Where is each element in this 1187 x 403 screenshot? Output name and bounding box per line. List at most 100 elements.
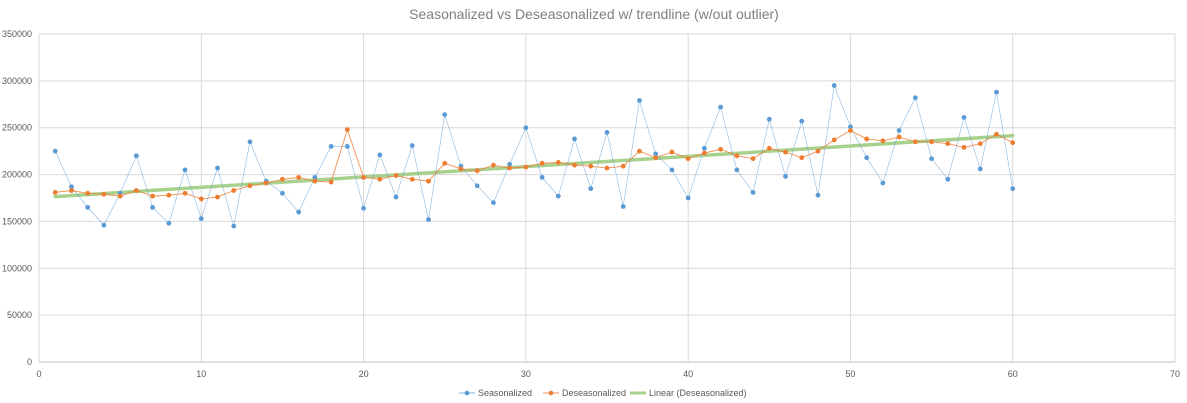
- data-point: [393, 194, 399, 200]
- series-deseasonalized: [52, 127, 1016, 202]
- legend-item: Seasonalized: [459, 388, 532, 398]
- data-point: [734, 167, 740, 173]
- data-point: [912, 95, 918, 101]
- data-point: [150, 193, 156, 199]
- data-point: [393, 173, 399, 178]
- data-point: [263, 180, 269, 186]
- legend: Seasonalized Deseasonalized Linear (Deseas…: [459, 388, 747, 398]
- data-point: [555, 193, 561, 199]
- data-point: [734, 153, 740, 159]
- data-point: [896, 128, 902, 133]
- data-point: [848, 124, 853, 130]
- data-point: [507, 161, 513, 167]
- series-seasonalized: [52, 83, 1016, 229]
- data-point: [280, 190, 285, 196]
- data-point: [523, 125, 529, 131]
- data-point: [280, 176, 285, 182]
- data-point: [344, 127, 350, 132]
- trendline: [53, 133, 1015, 199]
- x-tick-label: 40: [683, 369, 693, 379]
- data-point: [604, 130, 610, 135]
- data-point: [198, 196, 204, 202]
- data-point: [637, 148, 642, 154]
- data-point: [815, 148, 821, 154]
- legend-item: Linear (Deseasonalized): [630, 388, 747, 398]
- data-point: [831, 83, 837, 88]
- data-point: [555, 159, 561, 165]
- data-point: [426, 217, 431, 222]
- y-tick-label: 300000: [2, 76, 32, 86]
- data-point: [231, 223, 237, 229]
- x-tick-label: 60: [1008, 369, 1018, 379]
- data-point: [766, 116, 772, 122]
- data-point: [718, 104, 723, 110]
- data-point: [296, 174, 302, 180]
- legend-swatch-marker: [464, 390, 470, 396]
- x-tick-label: 70: [1170, 369, 1180, 379]
- data-point: [815, 192, 821, 198]
- data-point: [994, 131, 999, 137]
- data-point: [409, 143, 415, 148]
- data-point: [507, 165, 513, 171]
- data-point: [685, 156, 691, 162]
- data-point: [523, 164, 529, 170]
- data-point: [198, 216, 204, 222]
- data-point: [101, 191, 107, 197]
- data-point: [750, 189, 756, 195]
- data-point: [961, 144, 967, 150]
- data-point: [312, 178, 318, 184]
- y-tick-label: 50000: [7, 310, 32, 320]
- legend-label: Seasonalized: [478, 388, 532, 398]
- data-point: [474, 183, 480, 189]
- data-point: [377, 152, 383, 158]
- data-point: [929, 139, 934, 145]
- data-point: [620, 204, 626, 209]
- data-point: [977, 166, 983, 172]
- data-point: [929, 156, 934, 162]
- data-point: [166, 220, 172, 226]
- data-point: [945, 141, 951, 147]
- data-point: [296, 209, 302, 215]
- data-point: [896, 134, 902, 140]
- x-tick-label: 20: [359, 369, 369, 379]
- data-point: [848, 128, 853, 133]
- series-layer: [52, 83, 1016, 229]
- y-tick-label: 200000: [2, 170, 32, 180]
- data-point: [880, 180, 886, 186]
- y-tick-label: 150000: [2, 216, 32, 226]
- data-point: [69, 184, 74, 190]
- data-point: [539, 160, 545, 166]
- chart-title: Seasonalized vs Deseasonalized w/ trendl…: [409, 6, 779, 22]
- data-point: [588, 186, 594, 192]
- x-tick-label: 0: [36, 369, 41, 379]
- data-point: [1010, 140, 1016, 146]
- data-point: [231, 188, 237, 193]
- data-point: [685, 195, 691, 201]
- data-point: [312, 174, 318, 180]
- legend-label: Linear (Deseasonalized): [649, 388, 747, 398]
- data-point: [669, 149, 675, 155]
- data-point: [166, 192, 172, 198]
- data-point: [101, 222, 107, 228]
- data-point: [458, 166, 464, 172]
- data-point: [442, 112, 448, 117]
- data-point: [864, 155, 870, 161]
- y-tick-label: 350000: [2, 29, 32, 39]
- data-point: [133, 188, 139, 193]
- data-point: [945, 176, 951, 182]
- data-point: [1010, 186, 1016, 192]
- data-point: [215, 165, 220, 171]
- data-point: [766, 145, 772, 151]
- data-point: [620, 163, 626, 169]
- data-point: [588, 163, 594, 169]
- data-point: [864, 136, 870, 142]
- data-point: [718, 146, 723, 152]
- data-point: [669, 167, 675, 173]
- data-point: [52, 189, 58, 195]
- data-point: [182, 190, 188, 196]
- legend-item: Deseasonalized: [543, 388, 626, 398]
- data-point: [344, 144, 350, 149]
- data-point: [653, 151, 659, 157]
